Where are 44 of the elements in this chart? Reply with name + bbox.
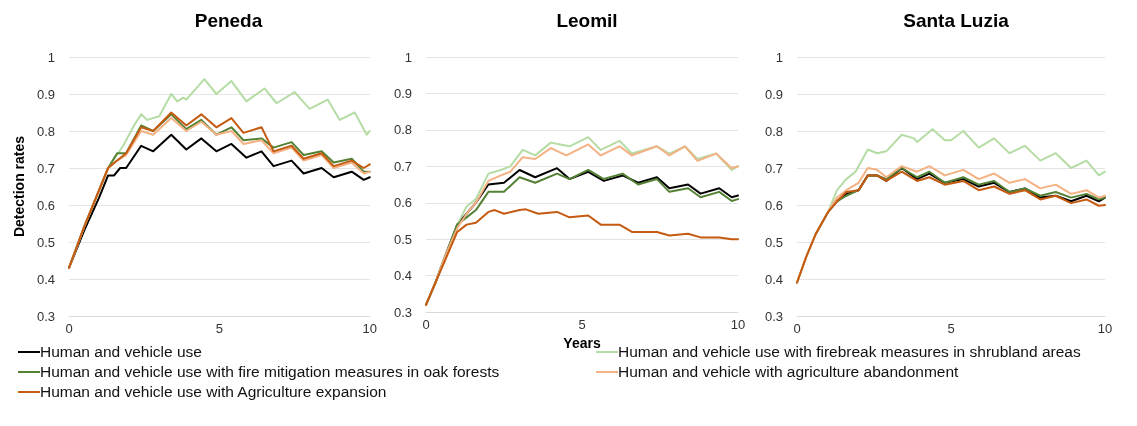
y-tick-label: 0.4 bbox=[393, 268, 412, 284]
y-tick-label: 0.6 bbox=[764, 197, 783, 213]
y-tick-label: 0.5 bbox=[393, 231, 412, 247]
y-tick-label: 0.8 bbox=[36, 123, 55, 139]
y-tick-label: 0.9 bbox=[393, 85, 412, 101]
y-tick-label: 0.7 bbox=[36, 160, 55, 176]
y-tick-label: 1 bbox=[404, 49, 412, 65]
x-tick-label: 10 bbox=[730, 317, 746, 333]
x-tick-label: 10 bbox=[1097, 321, 1113, 336]
chart-title: Santa Luzia bbox=[903, 10, 1010, 31]
y-tick-label: 0.8 bbox=[393, 122, 412, 138]
legend-label: Human and vehicle with agriculture abandonment bbox=[618, 363, 959, 381]
y-tick-label: 1 bbox=[47, 49, 55, 65]
x-tick-label: 0 bbox=[793, 321, 801, 336]
y-tick-label: 0.8 bbox=[764, 123, 783, 139]
y-tick-label: 1 bbox=[775, 49, 783, 65]
line-series bbox=[425, 208, 739, 306]
y-tick-label: 0.7 bbox=[764, 160, 783, 176]
y-tick-label: 0.4 bbox=[764, 271, 783, 287]
y-tick-label: 0.3 bbox=[764, 308, 783, 324]
x-tick-label: 5 bbox=[947, 321, 955, 336]
y-tick-label: 0.9 bbox=[36, 86, 55, 102]
legend-label: Human and vehicle use with Agriculture expansion bbox=[40, 383, 387, 401]
x-tick-label: 5 bbox=[215, 321, 223, 336]
x-tick-label: 10 bbox=[362, 321, 377, 336]
legend-label: Human and vehicle use with firebreak measures in shrubland areas bbox=[618, 343, 1081, 361]
legend-label: Human and vehicle use with fire mitigation measures in oak forests bbox=[40, 363, 500, 381]
y-tick-label: 0.4 bbox=[36, 271, 55, 287]
y-axis-title: Detection rates bbox=[11, 135, 28, 238]
y-tick-label: 0.7 bbox=[393, 158, 412, 174]
chart-title: Peneda bbox=[194, 10, 263, 31]
legend-label: Human and vehicle use bbox=[40, 343, 202, 361]
x-tick-label: 5 bbox=[578, 317, 586, 333]
y-tick-label: 0.5 bbox=[36, 234, 55, 250]
x-axis-title: Years bbox=[563, 335, 601, 351]
y-tick-label: 0.9 bbox=[764, 86, 783, 102]
y-tick-label: 0.5 bbox=[764, 234, 783, 250]
y-tick-label: 0.3 bbox=[393, 304, 412, 320]
x-tick-label: 0 bbox=[422, 317, 430, 333]
y-tick-label: 0.3 bbox=[36, 308, 55, 324]
chart-title: Leomil bbox=[556, 10, 618, 31]
y-tick-label: 0.6 bbox=[393, 195, 412, 211]
y-tick-label: 0.6 bbox=[36, 197, 55, 213]
x-tick-label: 0 bbox=[65, 321, 73, 336]
